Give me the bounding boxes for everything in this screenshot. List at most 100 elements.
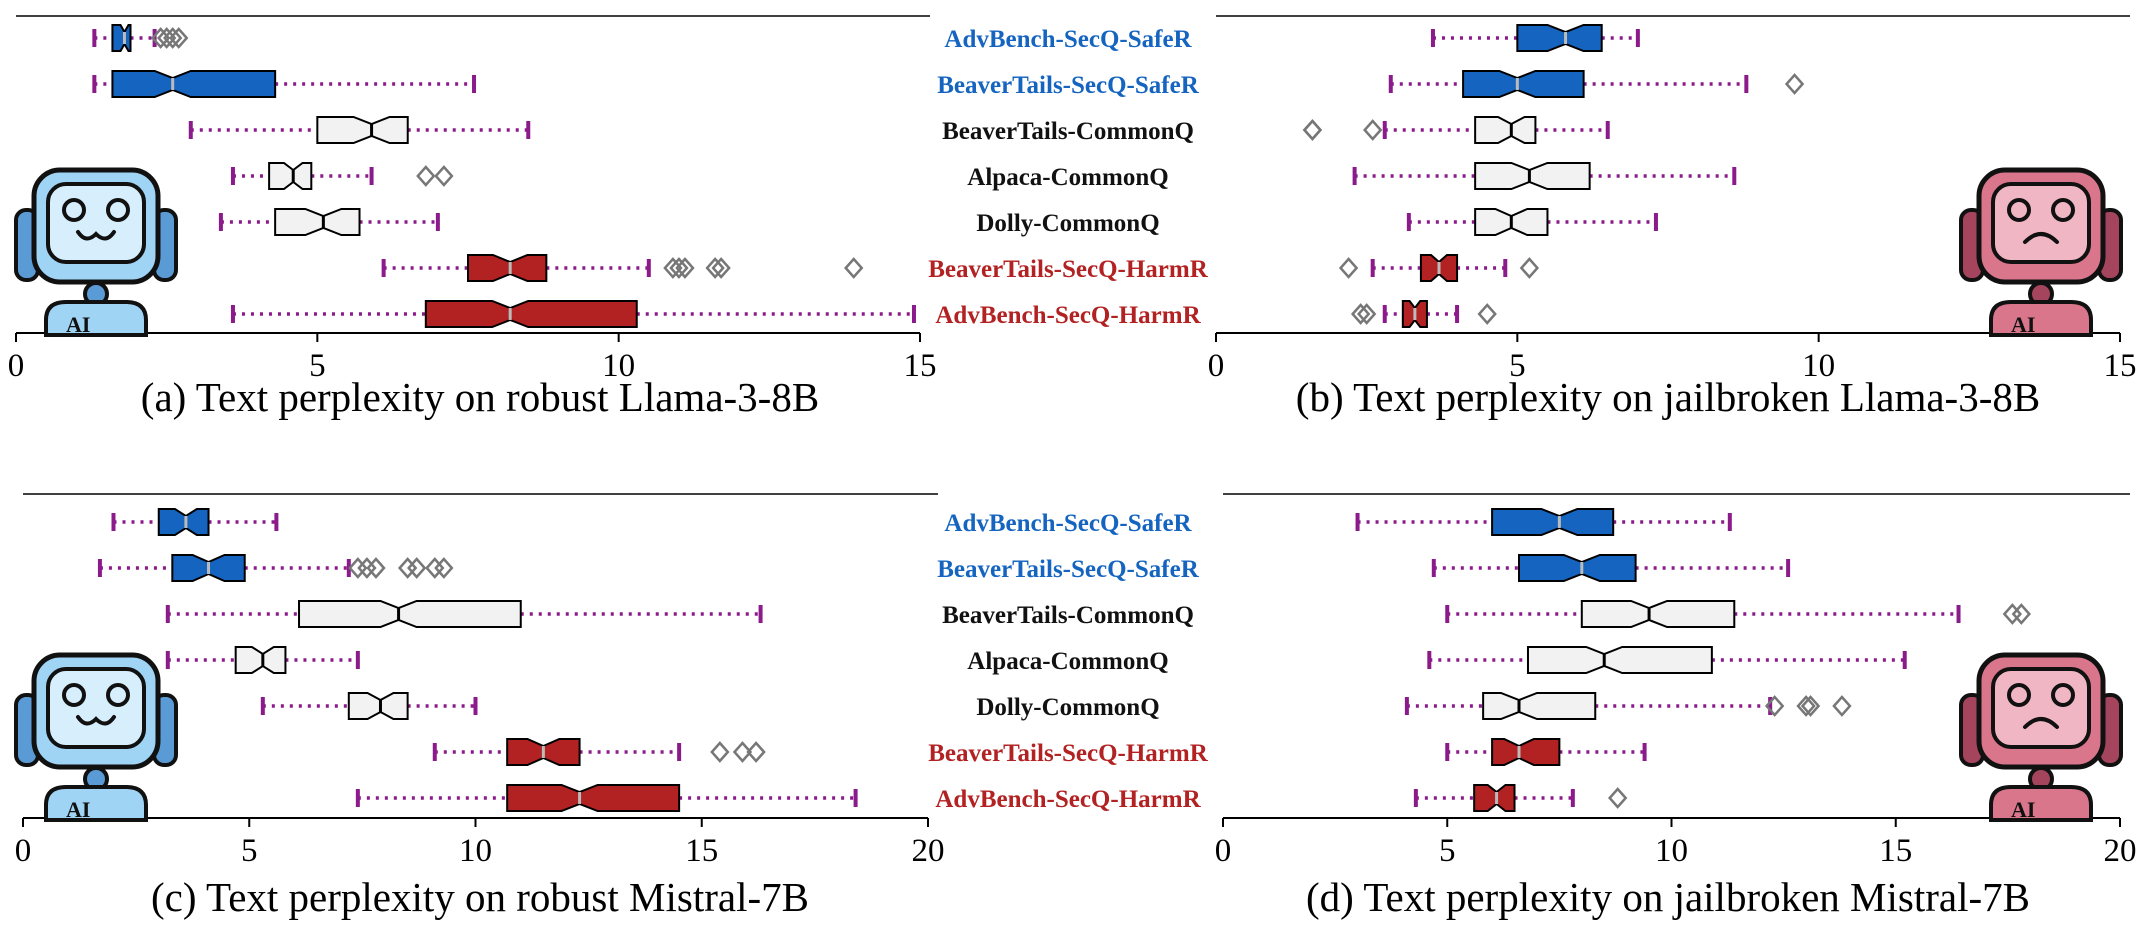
- box-alpaca-commonq: Alpaca-CommonQ: [230, 162, 1169, 191]
- box-beavertails-commonq: BeaverTails-CommonQ: [188, 116, 1194, 145]
- x-tick-label: 10: [602, 348, 635, 384]
- box-body: [111, 24, 132, 52]
- outlier-point: [732, 741, 753, 763]
- box-body: [1474, 162, 1591, 190]
- category-label: BeaverTails-SecQ-SafeR: [937, 556, 1199, 583]
- category-label: Alpaca-CommonQ: [967, 164, 1168, 191]
- robot-body: [44, 785, 148, 822]
- x-tick-label: 5: [309, 348, 326, 384]
- outlier-point: [1800, 695, 1821, 717]
- x-tick-label: 15: [904, 348, 937, 384]
- robot-screen: [46, 182, 146, 264]
- x-tick-label: 15: [2104, 348, 2137, 384]
- outlier-point: [1519, 257, 1540, 279]
- x-tick-label: 20: [2104, 833, 2137, 869]
- box-dolly-commonq: [1404, 692, 1852, 720]
- x-tick-label: 0: [8, 348, 25, 384]
- category-label: Dolly-CommonQ: [976, 694, 1159, 721]
- box-advbench-secq-safer: [1355, 508, 1732, 536]
- box-body: [268, 162, 313, 190]
- robot-eye-right: [2051, 683, 2075, 707]
- outlier-point: [416, 165, 436, 187]
- category-label: BeaverTails-CommonQ: [942, 118, 1194, 145]
- outlier-point: [1350, 303, 1371, 325]
- outlier-point: [675, 257, 695, 279]
- robot-ai-label: AI: [66, 797, 90, 822]
- box-dolly-commonq: [1406, 208, 1658, 236]
- panel-c: 0 5 10 15 20 (c) Text perplexity on robust Mi…: [15, 493, 1209, 920]
- box-beavertails-secq-safer: [1388, 70, 1805, 98]
- sad-robot-ai-icon: AI: [1959, 652, 2123, 822]
- category-label: AdvBench-SecQ-HarmR: [935, 302, 1201, 329]
- box-body: [424, 300, 638, 328]
- x-tick-label: 0: [1208, 348, 1225, 384]
- x-tick-label: 5: [1439, 833, 1456, 869]
- box-alpaca-commonq: Alpaca-CommonQ: [165, 646, 1169, 675]
- outlier-point: [163, 27, 183, 49]
- outlier-point: [710, 741, 730, 763]
- outlier-point: [169, 27, 189, 49]
- box-body: [1526, 646, 1713, 674]
- category-label: BeaverTails-SecQ-HarmR: [928, 740, 1209, 767]
- category-label: Dolly-CommonQ: [976, 210, 1159, 237]
- robot-eye-right: [106, 198, 130, 222]
- box-advbench-secq-harmr: AdvBench-SecQ-HarmR: [355, 784, 1202, 813]
- box-body: [506, 784, 681, 812]
- robot-ai-label: AI: [2011, 797, 2035, 822]
- box-advbench-secq-safer: AdvBench-SecQ-SafeR: [111, 508, 1193, 537]
- outlier-point: [1796, 695, 1816, 717]
- happy-robot-ai-icon: AI: [14, 652, 178, 822]
- box-dolly-commonq: Dolly-CommonQ: [218, 208, 1160, 237]
- outlier-point: [1477, 303, 1497, 325]
- x-tick-label: 5: [1509, 348, 1526, 384]
- outlier-point: [844, 257, 864, 279]
- box-alpaca-commonq: [1352, 162, 1737, 190]
- panel-b: 0 5 10 15 (b) Text perplexity on jailbroken …: [1208, 15, 2137, 420]
- panel-caption: (a) Text perplexity on robust Llama-3-8B: [141, 374, 819, 420]
- x-tick-label: 20: [912, 833, 945, 869]
- box-body: [347, 692, 409, 720]
- outlier-point: [669, 257, 689, 279]
- x-tick-label: 10: [1655, 833, 1688, 869]
- box-body: [111, 70, 277, 98]
- outlier-point: [746, 741, 766, 763]
- robot-eye-left: [2007, 198, 2031, 222]
- robot-mouth: [76, 230, 116, 241]
- robot-ai-label: AI: [2011, 312, 2035, 337]
- robot-eye-right: [2051, 198, 2075, 222]
- box-advbench-secq-harmr: [1413, 784, 1628, 812]
- robot-body: [1989, 785, 2093, 822]
- box-body: [1462, 70, 1585, 98]
- box-beavertails-secq-safer: [1431, 554, 1791, 582]
- robot-body: [44, 300, 148, 337]
- category-label: AdvBench-SecQ-SafeR: [944, 26, 1192, 53]
- outlier-point: [1832, 695, 1852, 717]
- x-tick-label: 10: [1802, 348, 1835, 384]
- outlier-point: [407, 557, 427, 579]
- box-beavertails-commonq: BeaverTails-CommonQ: [165, 600, 1194, 629]
- box-body: [1473, 784, 1516, 812]
- box-dolly-commonq: Dolly-CommonQ: [260, 692, 1160, 721]
- box-body: [234, 646, 287, 674]
- outlier-point: [1302, 119, 1323, 141]
- box-body: [467, 254, 548, 282]
- robot-eye-left: [62, 198, 86, 222]
- box-body: [1516, 24, 1603, 52]
- x-tick-label: 10: [459, 833, 492, 869]
- box-advbench-secq-safer: [1430, 24, 1640, 52]
- x-tick-label: 15: [1879, 833, 1912, 869]
- box-body: [1482, 692, 1597, 720]
- box-body: [1491, 508, 1615, 536]
- x-tick-label: 15: [685, 833, 718, 869]
- panel-d: 0 5 10 15 20 (d) Text perplexity on jailbroke…: [1215, 493, 2137, 920]
- x-tick-label: 0: [1215, 833, 1232, 869]
- outlier-point: [2002, 603, 2023, 625]
- outlier-point: [434, 165, 454, 187]
- box-body: [298, 600, 522, 628]
- category-label: AdvBench-SecQ-SafeR: [944, 510, 1192, 537]
- outlier-point: [705, 257, 725, 279]
- box-beavertails-secq-harmr: BeaverTails-SecQ-HarmR: [381, 254, 1209, 283]
- box-beavertails-secq-harmr: [1445, 738, 1647, 766]
